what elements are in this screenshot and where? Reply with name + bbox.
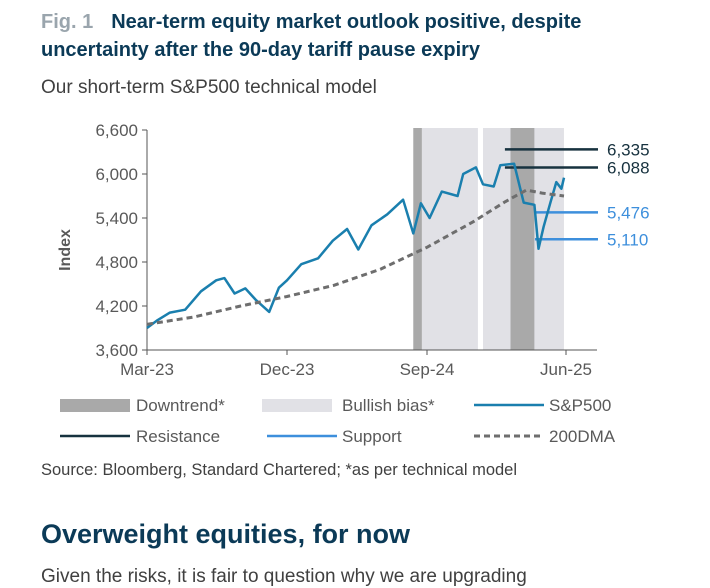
y-tick-label-5: 6,600 <box>95 121 138 140</box>
resistance-label-1: 6,088 <box>607 159 650 178</box>
downtrend-band-3 <box>510 128 535 350</box>
x-tick-label-3: Jun-25 <box>540 360 592 379</box>
legend-label-downtrend: Downtrend* <box>136 396 225 415</box>
y-tick-label-2: 4,800 <box>95 253 138 272</box>
x-tick-label-2: Sep-24 <box>400 360 455 379</box>
dma200-line <box>146 188 565 326</box>
y-tick-label-3: 5,400 <box>95 209 138 228</box>
y-tick-label-4: 6,000 <box>95 165 138 184</box>
support-label-3: 5,110 <box>607 230 648 249</box>
y-tick-label-0: 3,600 <box>95 341 138 360</box>
legend-label-resistance: Resistance <box>136 427 220 446</box>
bullish-band-2 <box>483 128 511 350</box>
bullish-band-1 <box>421 128 478 350</box>
section-heading: Overweight equities, for now <box>41 519 411 549</box>
x-tick-label-0: Mar-23 <box>120 360 174 379</box>
y-axis-label: Index <box>57 229 74 271</box>
x-tick-label-1: Dec-23 <box>260 360 315 379</box>
body-paragraph: Given the risks, it is fair to question … <box>41 566 527 587</box>
figure-title: Near-term equity market outlook positive… <box>41 11 582 61</box>
legend-swatch-bullish-bias <box>262 399 332 412</box>
sp500-line <box>146 162 566 329</box>
figure-number: Fig. 1 <box>41 11 94 33</box>
figure-title-block: Fig. 1 Near-term equity market outlook po… <box>41 8 681 64</box>
legend-label-200dma: 200DMA <box>549 427 616 446</box>
figure-source: Source: Bloomberg, Standard Chartered; *… <box>41 461 518 479</box>
resistance-label-0: 6,335 <box>607 140 650 159</box>
y-tick-label-1: 4,200 <box>95 297 138 316</box>
legend-swatch-downtrend <box>60 399 130 412</box>
downtrend-band-0 <box>413 128 422 350</box>
legend-label-bullish-bias: Bullish bias* <box>342 396 435 415</box>
figure-subtitle: Our short-term S&P500 technical model <box>41 77 377 98</box>
legend-label-support: Support <box>342 427 402 446</box>
legend-label-s-p500: S&P500 <box>549 396 611 415</box>
support-label-2: 5,476 <box>607 203 650 222</box>
